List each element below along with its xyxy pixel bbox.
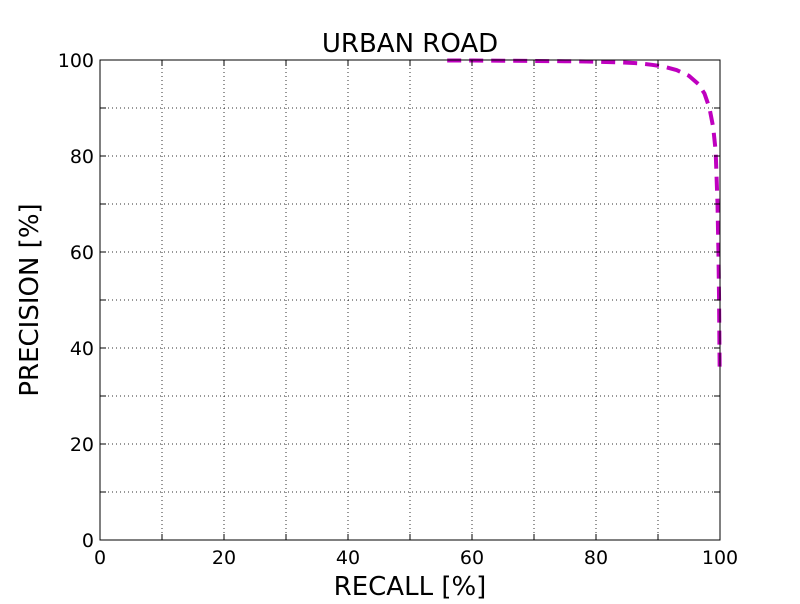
x-tick-label: 100 [702, 547, 738, 569]
y-tick-label: 40 [70, 338, 94, 360]
y-tick-label: 0 [82, 530, 94, 552]
x-tick-label: 60 [460, 547, 484, 569]
x-tick-labels: 0 20 40 60 80 100 [94, 547, 738, 569]
y-tick-label: 100 [58, 50, 94, 72]
pr-curve-line [447, 58, 722, 373]
x-tick-label: 0 [94, 547, 106, 569]
series-layer [447, 58, 722, 373]
x-axis-label: RECALL [%] [334, 572, 487, 600]
grid-lines [100, 60, 720, 540]
x-tick-label: 40 [336, 547, 360, 569]
y-tick-label: 20 [70, 434, 94, 456]
x-tick-label: 80 [584, 547, 608, 569]
y-tick-labels: 0 20 40 60 80 100 [58, 50, 94, 552]
y-tick-label: 60 [70, 242, 94, 264]
tick-marks [99, 59, 721, 541]
y-axis-label: PRECISION [%] [15, 203, 45, 396]
y-tick-label: 80 [70, 146, 94, 168]
chart-title: URBAN ROAD [322, 29, 498, 59]
x-tick-label: 20 [212, 547, 236, 569]
